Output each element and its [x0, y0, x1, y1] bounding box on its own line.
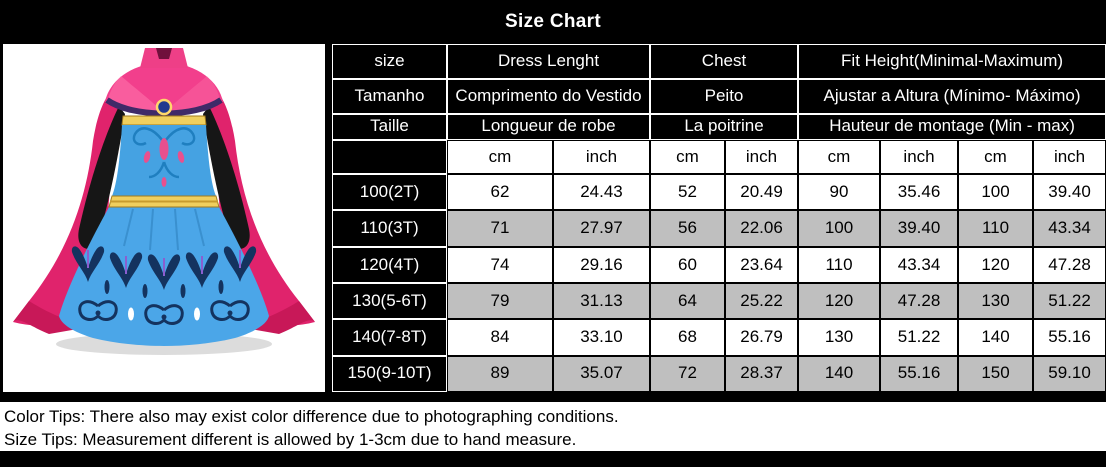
value-cell: 100: [798, 210, 881, 247]
size-row-label: 150(9-10T): [332, 355, 447, 392]
value-cell: 24.43: [553, 174, 650, 211]
size-row-label: 140(7-8T): [332, 319, 447, 356]
value-cell: 35.07: [553, 355, 650, 392]
size-row-label: 100(2T): [332, 174, 447, 211]
title-bar: Size Chart: [0, 0, 1106, 44]
value-cell: 74: [447, 246, 553, 284]
size-tip-text: Size Tips: Measurement different is allo…: [4, 430, 577, 449]
table-row: 100(2T) 62 24.43 52 20.49 90 35.46 100 3…: [332, 174, 1106, 211]
value-cell: 20.49: [725, 174, 799, 211]
value-cell: 140: [798, 355, 881, 392]
dress-illustration: [13, 48, 315, 355]
value-cell: 120: [958, 246, 1034, 284]
unit-row: cm inch cm inch cm inch cm inch: [332, 139, 1106, 175]
size-table-wrap: size Dress Lenght Chest Fit Height(Minim…: [332, 44, 1106, 392]
value-cell: 43.34: [880, 246, 959, 284]
value-cell: 47.28: [880, 283, 959, 320]
col-header-dress-length: Dress Lenght: [447, 44, 650, 80]
col-header-fit-height: Fit Height(Minimal-Maximum): [798, 44, 1106, 80]
value-cell: 23.64: [725, 246, 799, 284]
value-cell: 110: [798, 246, 881, 284]
value-cell: 68: [650, 319, 725, 356]
unit-cell: cm: [958, 139, 1034, 175]
divider: [0, 392, 1106, 402]
table-row: 130(5-6T) 79 31.13 64 25.22 120 47.28 13…: [332, 283, 1106, 320]
value-cell: 79: [447, 283, 553, 320]
unit-cell: inch: [553, 139, 650, 175]
col-header-dress-length-pt: Comprimento do Vestido: [447, 79, 650, 114]
empty-corner-cell: [332, 139, 447, 175]
unit-cell: cm: [798, 139, 881, 175]
table-row: 110(3T) 71 27.97 56 22.06 100 39.40 110 …: [332, 210, 1106, 247]
value-cell: 120: [798, 283, 881, 320]
value-cell: 150: [958, 355, 1034, 392]
page-title: Size Chart: [505, 11, 601, 32]
value-cell: 22.06: [725, 210, 799, 247]
value-cell: 55.16: [880, 355, 959, 392]
table-row: 120(4T) 74 29.16 60 23.64 110 43.34 120 …: [332, 246, 1106, 284]
value-cell: 59.10: [1033, 355, 1106, 392]
col-header-fit-height-pt: Ajustar a Altura (Mínimo- Máximo): [798, 79, 1106, 114]
col-header-size-pt: Tamanho: [332, 79, 447, 114]
value-cell: 33.10: [553, 319, 650, 356]
value-cell: 51.22: [880, 319, 959, 356]
col-header-chest-fr: La poitrine: [650, 113, 799, 140]
col-header-size-fr: Taille: [332, 113, 447, 140]
header-row-pt: Tamanho Comprimento do Vestido Peito Aju…: [332, 79, 1106, 114]
main-region: size Dress Lenght Chest Fit Height(Minim…: [0, 44, 1106, 392]
value-cell: 39.40: [880, 210, 959, 247]
unit-cell: cm: [447, 139, 553, 175]
color-tip-text: Color Tips: There also may exist color d…: [4, 407, 619, 426]
value-cell: 43.34: [1033, 210, 1106, 247]
value-cell: 31.13: [553, 283, 650, 320]
value-cell: 130: [798, 319, 881, 356]
tips-section: Color Tips: There also may exist color d…: [0, 402, 1106, 451]
value-cell: 25.22: [725, 283, 799, 320]
value-cell: 29.16: [553, 246, 650, 284]
value-cell: 35.46: [880, 174, 959, 211]
value-cell: 110: [958, 210, 1034, 247]
value-cell: 89: [447, 355, 553, 392]
col-header-chest-pt: Peito: [650, 79, 799, 114]
value-cell: 71: [447, 210, 553, 247]
size-row-label: 110(3T): [332, 210, 447, 247]
unit-cell: inch: [725, 139, 799, 175]
value-cell: 72: [650, 355, 725, 392]
header-row-en: size Dress Lenght Chest Fit Height(Minim…: [332, 44, 1106, 80]
value-cell: 84: [447, 319, 553, 356]
value-cell: 62: [447, 174, 553, 211]
value-cell: 64: [650, 283, 725, 320]
header-row-fr: Taille Longueur de robe La poitrine Haut…: [332, 113, 1106, 140]
value-cell: 100: [958, 174, 1034, 211]
bottom-bar: [0, 451, 1106, 467]
product-photo: [3, 44, 325, 392]
value-cell: 26.79: [725, 319, 799, 356]
size-table: size Dress Lenght Chest Fit Height(Minim…: [332, 44, 1106, 392]
value-cell: 52: [650, 174, 725, 211]
col-header-fit-height-fr: Hauteur de montage (Min - max): [798, 113, 1106, 140]
col-header-chest: Chest: [650, 44, 799, 80]
value-cell: 55.16: [1033, 319, 1106, 356]
value-cell: 51.22: [1033, 283, 1106, 320]
table-row: 150(9-10T) 89 35.07 72 28.37 140 55.16 1…: [332, 355, 1106, 392]
col-header-size: size: [332, 44, 447, 80]
value-cell: 28.37: [725, 355, 799, 392]
value-cell: 90: [798, 174, 881, 211]
size-row-label: 130(5-6T): [332, 283, 447, 320]
value-cell: 39.40: [1033, 174, 1106, 211]
table-row: 140(7-8T) 84 33.10 68 26.79 130 51.22 14…: [332, 319, 1106, 356]
unit-cell: inch: [880, 139, 959, 175]
unit-cell: cm: [650, 139, 725, 175]
value-cell: 130: [958, 283, 1034, 320]
unit-cell: inch: [1033, 139, 1106, 175]
size-row-label: 120(4T): [332, 246, 447, 284]
value-cell: 56: [650, 210, 725, 247]
value-cell: 27.97: [553, 210, 650, 247]
value-cell: 60: [650, 246, 725, 284]
col-header-dress-length-fr: Longueur de robe: [447, 113, 650, 140]
value-cell: 47.28: [1033, 246, 1106, 284]
value-cell: 140: [958, 319, 1034, 356]
